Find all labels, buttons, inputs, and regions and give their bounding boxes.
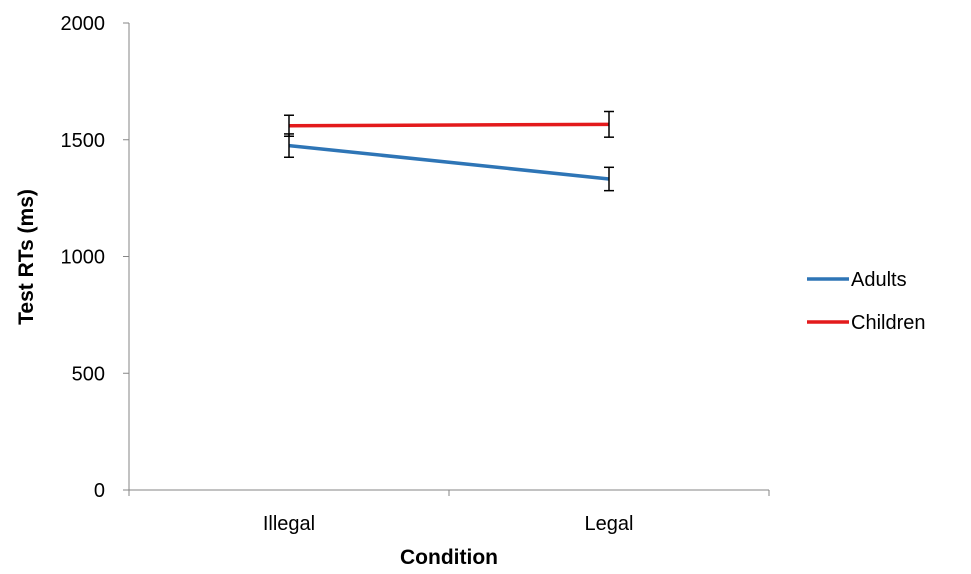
legend-item-children: Children bbox=[807, 312, 925, 334]
series-adults bbox=[284, 133, 614, 192]
y-tick-label: 1500 bbox=[61, 130, 106, 152]
legend-label: Adults bbox=[851, 269, 907, 291]
x-axis: Illegal Legal bbox=[128, 489, 770, 535]
x-tick-label: Illegal bbox=[263, 513, 315, 535]
x-tick-label: Legal bbox=[585, 513, 634, 535]
series-layer bbox=[284, 110, 614, 192]
series-line bbox=[288, 143, 610, 181]
y-tick-label: 1000 bbox=[61, 247, 106, 269]
legend-item-adults: Adults bbox=[807, 269, 907, 291]
series-line bbox=[288, 122, 610, 128]
legend: Adults Children bbox=[807, 269, 925, 334]
legend-label: Children bbox=[851, 312, 925, 334]
y-tick-label: 2000 bbox=[61, 13, 106, 35]
y-tick-label: 500 bbox=[72, 363, 105, 385]
x-axis-title: Condition bbox=[400, 546, 498, 569]
y-axis-title: Test RTs (ms) bbox=[15, 189, 38, 325]
y-axis: 0 500 1000 1500 2000 bbox=[61, 13, 130, 502]
y-tick-label: 0 bbox=[94, 480, 105, 502]
series-children bbox=[284, 110, 614, 138]
